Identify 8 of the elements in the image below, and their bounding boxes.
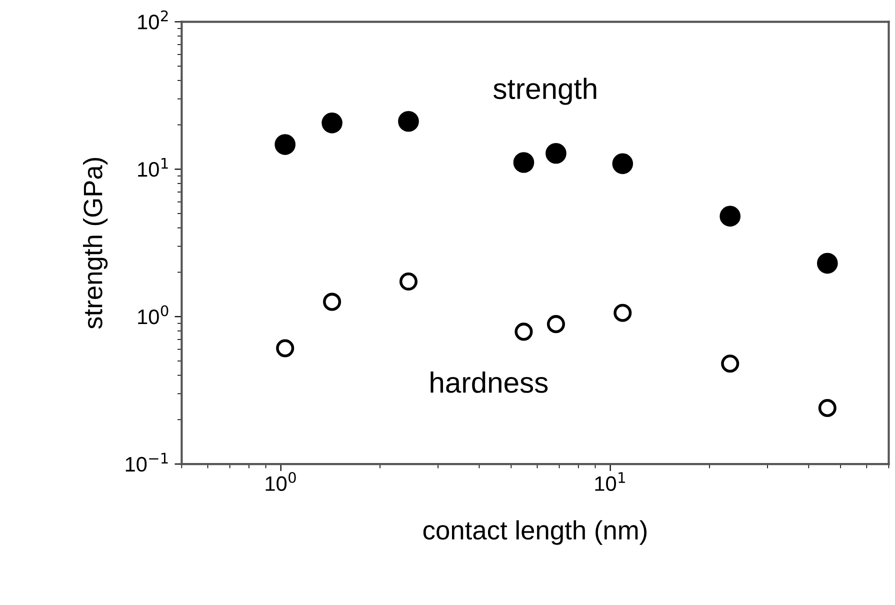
- x-axis-title: contact length (nm): [423, 520, 647, 545]
- y-tick-label: 10$^{2}$: [138, 10, 168, 30]
- series-label: hardness: [430, 372, 548, 393]
- y-tick-label: 10$^{1}$: [138, 158, 168, 177]
- series-label: strength: [493, 78, 596, 105]
- y-tick-label: 10$^{−1}$: [126, 452, 168, 472]
- y-axis-title: strength (GPa): [82, 158, 108, 329]
- y-tick-label: 10$^{0}$: [138, 305, 168, 324]
